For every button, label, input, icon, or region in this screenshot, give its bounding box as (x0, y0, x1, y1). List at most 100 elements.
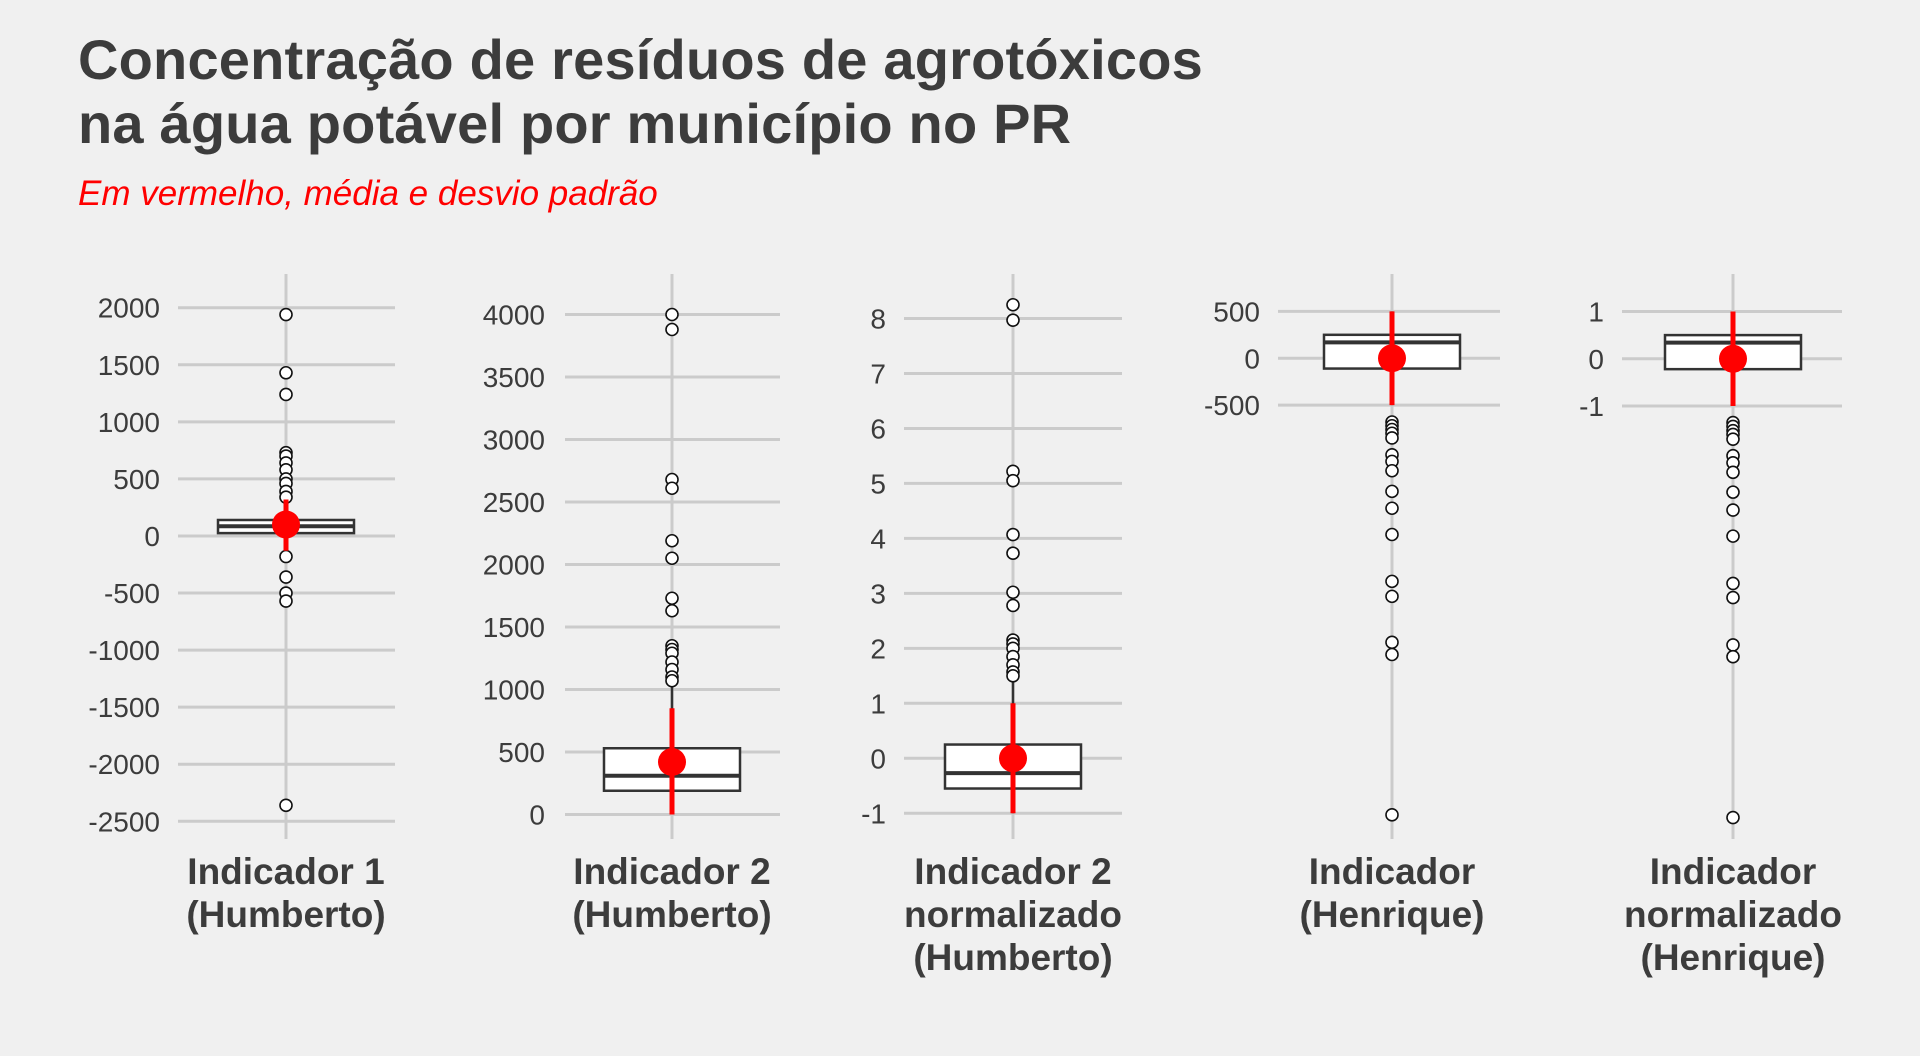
p2-y-tick-label: 3000 (483, 425, 545, 456)
p1-y-tick-label: 500 (113, 464, 160, 495)
p1-outlier-point (279, 798, 293, 813)
p2-y-tick-label: 2000 (483, 550, 545, 581)
p3-outlier-point (1006, 546, 1020, 561)
p2-outlier-point (665, 481, 679, 496)
p4-y-tick-label: 500 (1213, 296, 1260, 327)
p4-y-tick-label: -500 (1204, 390, 1260, 421)
p2-y-tick-label: 4000 (483, 300, 545, 331)
p3-y-tick-label: 1 (870, 688, 886, 719)
p1-mean-point (272, 510, 300, 539)
p3-y-tick-label: -1 (861, 798, 886, 829)
p2-y-tick-label: 2500 (483, 487, 545, 518)
p1-y-tick-label: -2000 (88, 749, 160, 780)
p2-x-label-line-2: (Humberto) (572, 894, 771, 935)
p3-y-tick-label: 7 (870, 358, 886, 389)
chart-subtitle: Em vermelho, média e desvio padrão (78, 174, 658, 213)
p2-outlier-point (665, 603, 679, 618)
p2-outlier-point (665, 307, 679, 322)
p1-outlier-point (279, 570, 293, 584)
p5-outlier-point (1726, 485, 1740, 499)
p3-y-tick-label: 4 (870, 523, 886, 554)
p4-mean-point (1378, 344, 1406, 373)
p5-outlier-point (1726, 503, 1740, 517)
p3-outlier-point (1006, 669, 1020, 683)
p2-outlier-point (665, 322, 679, 337)
p4-outlier-point (1385, 808, 1399, 822)
p5-y-tick-label: 0 (1588, 344, 1604, 375)
p2-outlier-point (665, 591, 679, 606)
p3-y-tick-label: 5 (870, 468, 886, 499)
p1-y-tick-label: 1000 (98, 407, 160, 438)
p5-outlier-point (1726, 576, 1740, 591)
p5-outlier-point (1726, 649, 1740, 664)
p2-y-tick-label: 500 (498, 737, 545, 768)
p4-x-label-line-1: Indicador (1309, 851, 1476, 892)
p4-y-tick-label: 0 (1244, 343, 1260, 374)
p5-x-label-line-3: (Henrique) (1641, 937, 1826, 978)
p4-outlier-point (1385, 589, 1399, 604)
p1-outlier-point (279, 549, 293, 564)
p3-x-label-line-3: (Humberto) (913, 937, 1112, 978)
p5-x-label-line-1: Indicador (1650, 851, 1817, 892)
p5-y-tick-label: 1 (1588, 296, 1604, 327)
p4-x-label-line-2: (Henrique) (1300, 894, 1485, 935)
p3-x-label-line-2: normalizado (904, 894, 1122, 935)
p1-outlier-point (279, 387, 293, 402)
p5-outlier-point (1726, 638, 1740, 652)
p2-y-tick-label: 3500 (483, 362, 545, 393)
p4-outlier-point (1385, 484, 1399, 499)
p1-y-tick-label: -1500 (88, 692, 160, 723)
p1-outlier-point (279, 365, 293, 380)
p2-mean-point (658, 748, 686, 776)
p4-outlier-point (1385, 431, 1399, 445)
p3-y-tick-label: 2 (870, 633, 886, 664)
p4-outlier-point (1385, 501, 1399, 516)
p3-y-tick-label: 8 (870, 303, 886, 334)
p3-outlier-point (1006, 527, 1020, 542)
p1-y-tick-label: 1500 (98, 350, 160, 381)
p3-y-tick-label: 3 (870, 578, 886, 609)
p2-outlier-point (665, 533, 679, 548)
p3-outlier-point (1006, 313, 1020, 327)
p5-outlier-point (1726, 590, 1740, 605)
p2-outlier-point (665, 551, 679, 566)
p5-outlier-point (1726, 432, 1740, 446)
p1-y-tick-label: 2000 (98, 293, 160, 324)
p3-y-tick-label: 6 (870, 413, 886, 444)
p3-outlier-point (1006, 585, 1020, 600)
p2-y-tick-label: 0 (529, 800, 545, 831)
p5-outlier-point (1726, 465, 1740, 480)
p4-outlier-point (1385, 647, 1399, 662)
p4-outlier-point (1385, 635, 1399, 650)
p3-outlier-point (1006, 473, 1020, 488)
p5-y-tick-label: -1 (1579, 391, 1604, 422)
p3-x-label-line-1: Indicador 2 (914, 851, 1111, 892)
chart-title-line-2: na água potável por município no PR (78, 92, 1072, 155)
p2-outlier-point (665, 673, 679, 688)
p1-outlier-point (279, 307, 293, 322)
p5-outlier-point (1726, 810, 1740, 825)
chart-title-line-1: Concentração de resíduos de agrotóxicos (78, 28, 1203, 91)
chart-title: Concentração de resíduos de agrotóxicos … (78, 28, 1203, 156)
p5-outlier-point (1726, 529, 1740, 543)
p5-mean-point (1719, 344, 1747, 373)
p5-x-label-line-2: normalizado (1624, 894, 1842, 935)
p3-mean-point (999, 744, 1027, 773)
p2-y-tick-label: 1000 (483, 675, 545, 706)
p1-y-tick-label: -500 (104, 578, 160, 609)
p1-y-tick-label: 0 (144, 521, 160, 552)
p1-y-tick-label: -1000 (88, 635, 160, 666)
p3-outlier-point (1006, 297, 1020, 312)
p1-x-label-line-2: (Humberto) (186, 894, 385, 935)
p2-x-label-line-1: Indicador 2 (573, 851, 770, 892)
p2-y-tick-label: 1500 (483, 612, 545, 643)
p1-y-tick-label: -2500 (88, 806, 160, 837)
p4-outlier-point (1385, 463, 1399, 478)
p1-x-label-line-1: Indicador 1 (187, 851, 384, 892)
p3-y-tick-label: 0 (870, 743, 886, 774)
p3-outlier-point (1006, 598, 1020, 613)
p1-outlier-point (279, 594, 293, 608)
p4-outlier-point (1385, 527, 1399, 542)
